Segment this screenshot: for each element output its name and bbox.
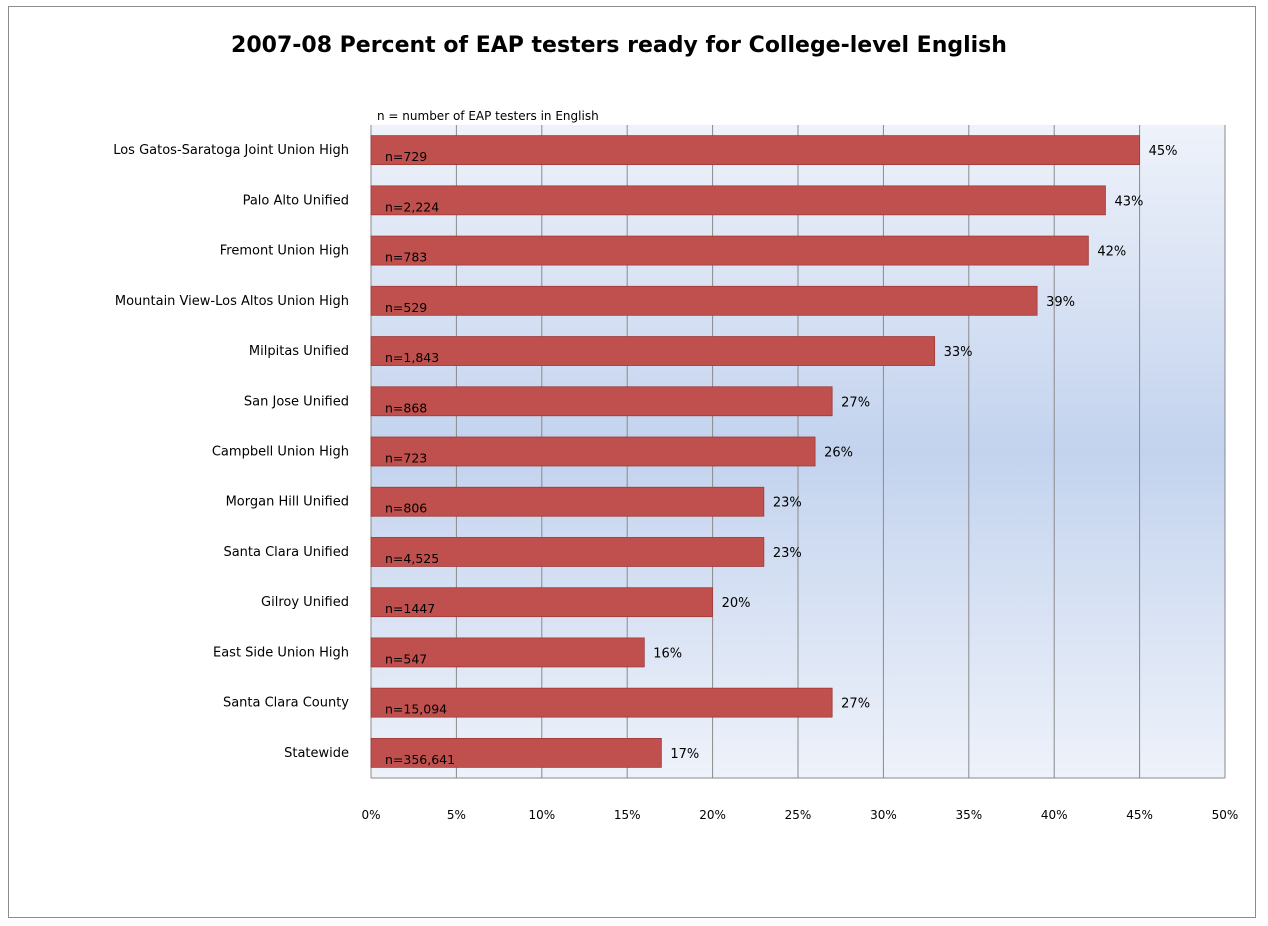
- bar: [370, 436, 816, 467]
- bars: n=729 45% n=2,224 43% n=783 42% n=529 39% n=1,84…: [370, 135, 1178, 768]
- category-label: Palo Alto Unified: [243, 193, 349, 208]
- bar: [370, 537, 765, 567]
- x-tick-label: 50%: [1212, 808, 1239, 822]
- bar-n-label: n=356,641: [385, 752, 455, 767]
- bar-value-label: 17%: [670, 747, 699, 762]
- category-label: Fremont Union High: [220, 244, 349, 259]
- category-label: Los Gatos-Saratoga Joint Union High: [113, 143, 349, 158]
- x-tick-label: 45%: [1126, 808, 1153, 822]
- category-label: Milpitas Unified: [249, 344, 349, 359]
- bar-chart: 2007-08 Percent of EAP testers ready for…: [113, 33, 1238, 822]
- bar-value-label: 42%: [1097, 245, 1126, 260]
- bar: [370, 637, 645, 668]
- category-label: Campbell Union High: [212, 445, 349, 460]
- x-tick-label: 10%: [528, 808, 555, 822]
- bar-value-label: 20%: [722, 596, 751, 611]
- x-tick-label: 35%: [955, 808, 982, 822]
- bar-value-label: 23%: [773, 496, 802, 511]
- chart-frame: 2007-08 Percent of EAP testers ready for…: [8, 6, 1256, 918]
- category-labels: Los Gatos-Saratoga Joint Union High Palo …: [113, 143, 349, 761]
- x-tick-label: 20%: [699, 808, 726, 822]
- bar-n-label: n=529: [385, 300, 427, 315]
- bar-value-label: 23%: [773, 546, 802, 561]
- category-label: Statewide: [284, 746, 349, 761]
- category-label: Mountain View-Los Altos Union High: [115, 294, 349, 309]
- x-tick-labels: 0% 5% 10% 15% 20% 25% 30% 35% 40% 45% 50%: [361, 808, 1238, 822]
- bar-value-label: 26%: [824, 446, 853, 461]
- x-tick-label: 15%: [614, 808, 641, 822]
- x-tick-label: 30%: [870, 808, 897, 822]
- x-tick-label: 0%: [361, 808, 380, 822]
- bar: [370, 587, 714, 618]
- bar-n-label: n=783: [385, 250, 427, 265]
- bar-n-label: n=1,843: [385, 350, 439, 365]
- bar-value-label: 39%: [1046, 295, 1075, 310]
- bar-n-label: n=1447: [385, 601, 435, 616]
- bar: [370, 336, 936, 366]
- bar: [370, 486, 765, 517]
- bar: [370, 687, 833, 718]
- category-label: Santa Clara County: [223, 696, 349, 711]
- x-tick-label: 40%: [1041, 808, 1068, 822]
- x-tick-label: 25%: [785, 808, 812, 822]
- bar-n-label: n=4,525: [385, 551, 439, 566]
- bar: [370, 235, 1089, 266]
- bar-value-label: 27%: [841, 697, 870, 712]
- bar-value-label: 45%: [1149, 144, 1178, 159]
- x-tick-label: 5%: [447, 808, 466, 822]
- bar-n-label: n=547: [385, 651, 427, 666]
- bar-value-label: 16%: [653, 646, 682, 661]
- category-label: East Side Union High: [213, 645, 349, 660]
- bar-n-label: n=15,094: [385, 702, 447, 717]
- chart-title: 2007-08 Percent of EAP testers ready for…: [231, 33, 1007, 58]
- category-label: Morgan Hill Unified: [226, 495, 349, 510]
- chart-subtitle: n = number of EAP testers in English: [377, 109, 599, 123]
- category-label: Santa Clara Unified: [223, 545, 349, 560]
- bar: [370, 185, 1106, 216]
- bar-n-label: n=729: [385, 149, 427, 164]
- bar: [370, 285, 1038, 316]
- bar-n-label: n=868: [385, 400, 427, 415]
- bar-value-label: 43%: [1114, 194, 1143, 209]
- bar: [370, 135, 1140, 166]
- category-label: Gilroy Unified: [261, 595, 349, 610]
- bar-n-label: n=2,224: [385, 199, 439, 214]
- bar-value-label: 27%: [841, 395, 870, 410]
- category-label: San Jose Unified: [244, 394, 349, 409]
- bar-value-label: 33%: [944, 345, 973, 360]
- bar: [370, 737, 662, 768]
- bar: [370, 386, 833, 417]
- bar-n-label: n=723: [385, 451, 427, 466]
- bar-n-label: n=806: [385, 501, 427, 516]
